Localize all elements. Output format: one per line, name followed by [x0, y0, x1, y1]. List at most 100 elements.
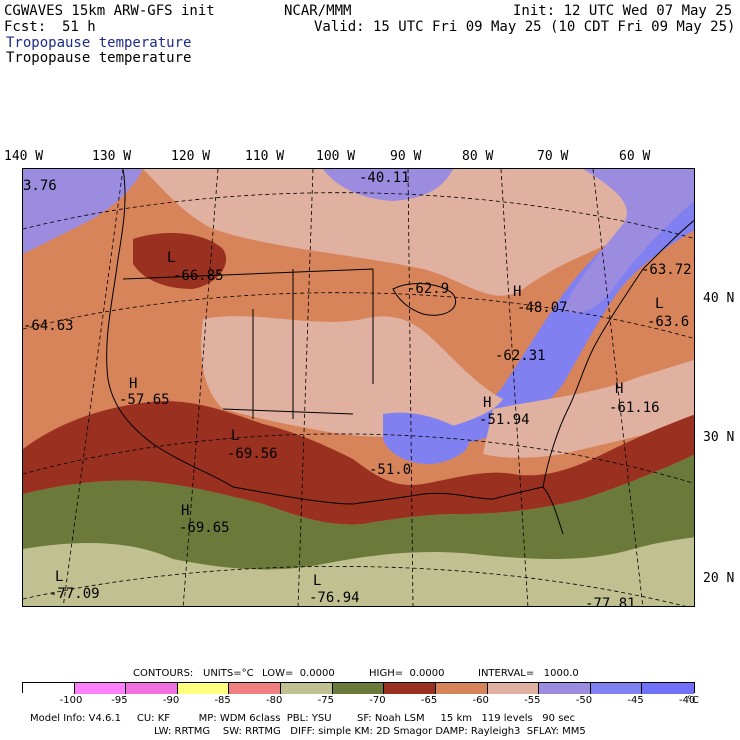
extremum-value: -77.09	[49, 586, 100, 602]
field-title-primary: Tropopause temperature	[6, 35, 192, 51]
color-bar-tick-label: -45	[627, 695, 644, 706]
contours-label: CONTOURS:	[133, 668, 194, 679]
east-coast	[542, 219, 694, 488]
parallel-50n	[23, 192, 694, 239]
extremum-value: -62.9	[407, 281, 450, 297]
lon-label: 60 W	[619, 149, 651, 164]
lon-label: 140 W	[4, 149, 44, 164]
meridian	[182, 169, 219, 606]
color-bar-tick-label: -55	[524, 695, 541, 706]
color-bar-cell	[74, 683, 127, 694]
shading-pink-north	[143, 169, 694, 296]
color-bar-cell	[229, 683, 282, 694]
color-bar-tick-label: -70	[369, 695, 386, 706]
forecast-label: Fcst:	[4, 19, 47, 35]
tropopause-temperature-map	[23, 169, 694, 606]
extremum-value: -61.16	[609, 400, 660, 416]
extremum-mark: L	[167, 250, 176, 266]
color-bar-unit: °C	[687, 695, 699, 706]
extremum-mark: H	[129, 376, 138, 392]
lon-label: 100 W	[316, 149, 356, 164]
color-bar-cell	[177, 683, 230, 694]
color-bar-tick-label: -65	[420, 695, 438, 706]
valid-time: Valid: 15 UTC Fri 09 May 25 (10 CDT Fri …	[314, 19, 736, 35]
contours-low: LOW= 0.0000	[262, 668, 335, 679]
extremum-mark: L	[231, 428, 240, 444]
model-info-line: Model Info: V4.6.1 CU: KF MP: WDM 6class…	[30, 713, 576, 724]
extremum-value: -51.0	[369, 462, 412, 478]
color-bar-cell	[281, 683, 333, 694]
color-bar-ticks: -100 -95 -90 -85 -80 -75 -70 -65 -60 -55 -50 -45 -40…	[22, 695, 722, 707]
extremum-value: -57.65	[119, 392, 170, 408]
color-bar-cell	[332, 683, 385, 694]
color-bar-tick-label: -95	[111, 695, 128, 706]
color-bar-tick-label: -60	[472, 695, 489, 706]
lon-label: 130 W	[92, 149, 132, 164]
meridian	[592, 169, 644, 606]
extremum-value: 3.76	[23, 178, 57, 194]
color-bar	[22, 682, 695, 694]
color-bar-cell	[590, 683, 643, 694]
lat-label: 30 N	[703, 430, 735, 445]
color-bar-tick-label: -100	[59, 695, 83, 706]
init-time: Init: 12 UTC Wed 07 May 25	[513, 3, 733, 19]
meridian	[297, 169, 314, 606]
field-title-secondary: Tropopause temperature	[6, 50, 192, 66]
color-bar-cell	[384, 683, 436, 694]
extremum-mark: H	[181, 503, 190, 519]
color-bar-cell	[126, 683, 178, 694]
color-bar-tick-label: -75	[317, 695, 335, 706]
color-bar-tick-label: -50	[575, 695, 593, 706]
graticule	[23, 169, 694, 606]
extremum-value: -63.6	[647, 314, 690, 330]
shading-blue-south	[383, 412, 469, 465]
color-bar-tick-label: -80	[266, 695, 283, 706]
contours-high: HIGH= 0.0000	[369, 668, 445, 679]
extremum-value: -62.31	[495, 348, 546, 364]
shading-khaki	[23, 537, 694, 606]
lon-label: 110 W	[245, 149, 285, 164]
model-title: CGWAVES 15km ARW-GFS init	[4, 3, 215, 19]
extremum-mark: H	[513, 284, 522, 300]
lon-label: 120 W	[171, 149, 211, 164]
color-bar-cell	[23, 683, 75, 694]
shading-lavender-north	[323, 169, 453, 201]
color-bar-cell	[487, 683, 540, 694]
parallel-20n	[23, 566, 686, 606]
extremum-value: -69.56	[227, 446, 278, 462]
color-bar-tick-label: -40	[679, 695, 696, 706]
shading-lavender	[23, 169, 143, 254]
shading-brown-south	[23, 401, 694, 525]
extremum-value: -40.11	[359, 170, 410, 186]
lon-label: 90 W	[390, 149, 422, 164]
state-borders	[122, 268, 374, 419]
extremum-value: -76.94	[309, 590, 360, 606]
color-bar-tick-label: -90	[162, 695, 180, 706]
meridian	[62, 169, 124, 606]
extremum-mark: H	[615, 381, 624, 397]
lat-label: 40 N	[703, 291, 735, 306]
extremum-value: -69.65	[179, 520, 230, 536]
color-bar-cell	[642, 683, 694, 694]
parallel-30n	[23, 433, 694, 484]
extremum-mark: L	[55, 569, 64, 585]
shading-pink-southeast	[483, 359, 694, 458]
contours-interval: INTERVAL= 1000.0	[478, 668, 579, 679]
extremum-value: -77.81	[585, 596, 636, 607]
parallel-40n	[23, 292, 694, 339]
forecast-value: 51 h	[62, 19, 96, 35]
color-bar-tick-label: -85	[214, 695, 231, 706]
extremum-mark: H	[483, 395, 492, 411]
lon-label: 80 W	[462, 149, 494, 164]
shading-lavender-ne	[563, 169, 694, 313]
color-bar-cell	[435, 683, 488, 694]
extremum-value: -51.94	[479, 412, 530, 428]
shading-brown-north	[133, 233, 227, 289]
lat-label: 20 N	[703, 571, 735, 586]
great-lakes	[392, 283, 456, 316]
gulf-coast	[232, 486, 564, 535]
map-panel: L -66.85 -40.11 3.76 -64.63 H -57.65 L -…	[22, 168, 695, 607]
west-coast	[106, 169, 234, 488]
extremum-value: -64.63	[23, 318, 74, 334]
extremum-mark: L	[313, 573, 322, 589]
